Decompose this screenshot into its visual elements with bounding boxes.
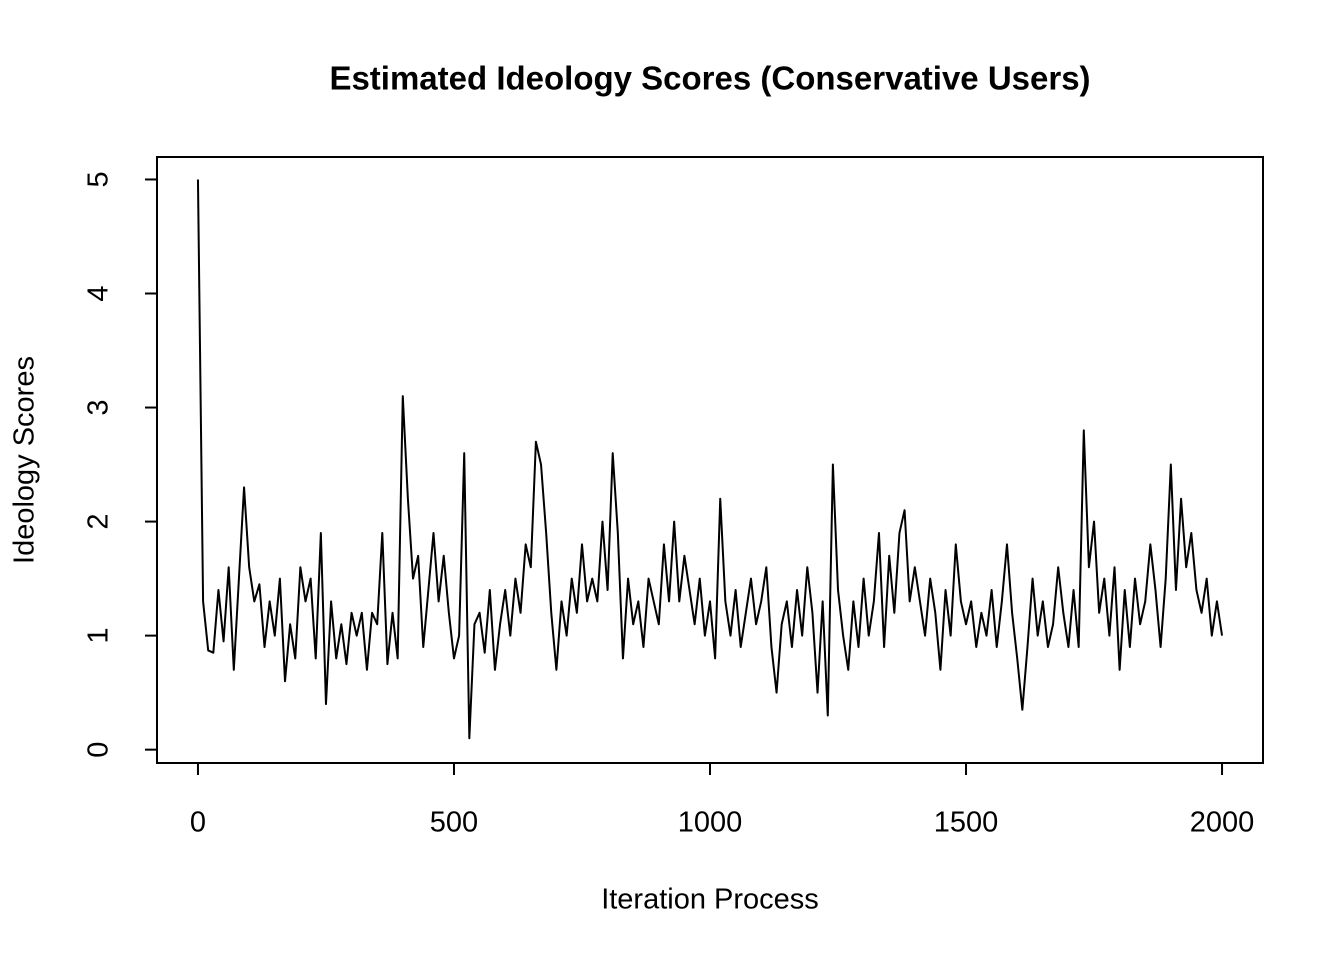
x-tick-label: 2000 [1190, 807, 1255, 839]
y-tick-label: 3 [83, 399, 115, 415]
chart-title: Estimated Ideology Scores (Conservative … [329, 60, 1090, 97]
x-tick-label: 500 [430, 807, 478, 839]
x-axis-title: Iteration Process [601, 884, 819, 916]
y-tick-label: 2 [83, 514, 115, 530]
plot-frame [156, 156, 1264, 764]
y-tick-label: 0 [83, 742, 115, 758]
y-tick-label: 5 [83, 171, 115, 187]
y-tick-label: 1 [83, 628, 115, 644]
y-tick-label: 4 [83, 285, 115, 301]
x-tick-label: 0 [190, 807, 206, 839]
y-axis-title: Ideology Scores [9, 356, 41, 564]
trace-line [196, 179, 1224, 740]
x-tick-label: 1000 [678, 807, 743, 839]
x-tick-label: 1500 [934, 807, 999, 839]
